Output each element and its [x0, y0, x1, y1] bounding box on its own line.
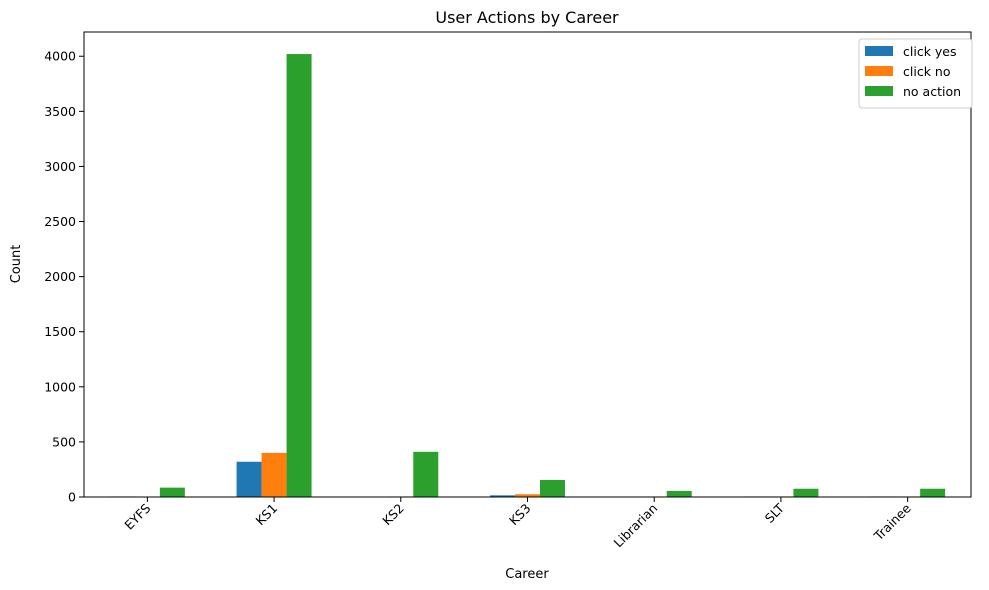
y-tick-label: 4000	[44, 49, 76, 64]
bar-no-action-slt	[793, 488, 819, 497]
y-tick-label: 1000	[44, 379, 76, 394]
x-tick-label: KS2	[379, 501, 407, 529]
x-tick-label: KS1	[253, 501, 281, 529]
y-tick-label: 2500	[44, 214, 76, 229]
x-tick-label: Librarian	[611, 501, 661, 551]
bar-no-action-ks1	[286, 54, 312, 498]
legend-label: click no	[903, 64, 950, 79]
bar-click-no-ks1	[261, 452, 287, 497]
bar-no-action-ks2	[413, 451, 439, 497]
bar-click-yes-ks3	[490, 495, 515, 497]
plot-frame	[83, 31, 972, 498]
bar-no-action-trainee	[920, 488, 946, 497]
bar-no-action-librarian	[666, 490, 692, 497]
y-tick-label: 3500	[44, 104, 76, 119]
x-tick-label: Trainee	[870, 500, 914, 544]
legend-swatch	[865, 86, 893, 96]
bars-layer	[109, 54, 946, 498]
bar-no-action-eyfs	[159, 487, 185, 497]
y-tick-label: 500	[52, 434, 76, 449]
bar-click-yes-ks1	[236, 461, 262, 497]
legend: click yes click no no action	[858, 38, 973, 109]
ticks-layer: 0 500 1000 1500 2000 2500 3000 3500 4000 EYFS KS1 K…	[44, 49, 914, 551]
y-tick-label: 3000	[44, 159, 76, 174]
chart-title: User Actions by Career	[435, 8, 619, 27]
legend-label: click yes	[903, 44, 957, 59]
y-tick-label: 0	[68, 490, 76, 505]
bar-no-action-ks3	[540, 479, 565, 497]
y-axis-label: Count	[9, 245, 24, 284]
bar-click-no-ks3	[515, 494, 540, 497]
y-tick-label: 2000	[44, 269, 76, 284]
x-tick-label: SLT	[762, 500, 788, 526]
x-axis-label: Career	[505, 567, 549, 582]
x-tick-label: EYFS	[121, 500, 153, 532]
y-tick-label: 1500	[44, 324, 76, 339]
legend-label: no action	[903, 84, 961, 99]
x-tick-label: KS3	[506, 501, 534, 529]
legend-swatch	[865, 46, 893, 56]
legend-swatch	[865, 66, 893, 76]
